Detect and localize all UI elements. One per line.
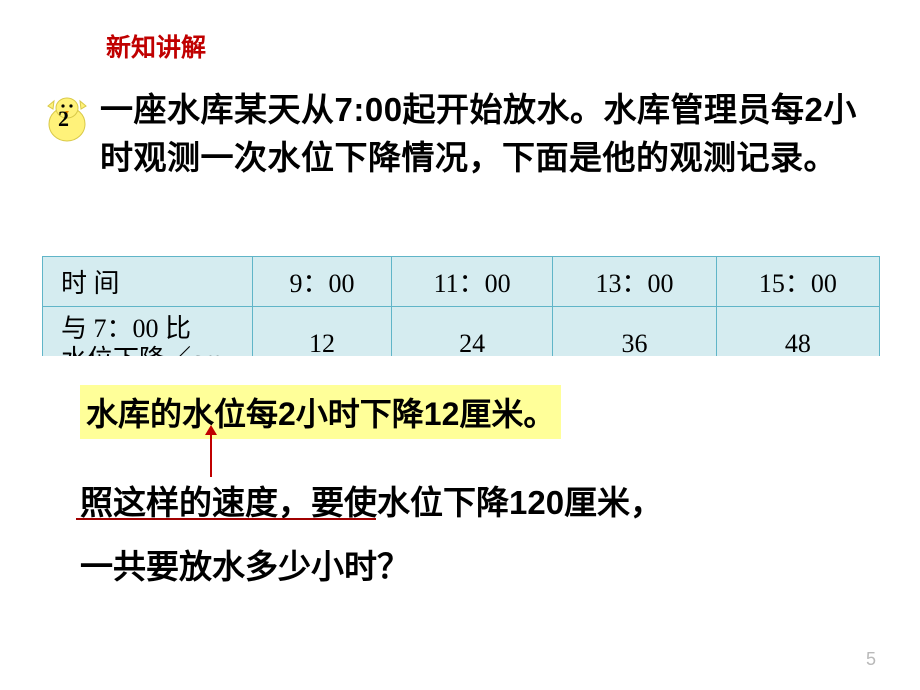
section-header: 新知讲解 — [106, 28, 206, 64]
value-cell: 36 — [553, 307, 716, 382]
time-cell: 13：00 — [553, 257, 716, 307]
time-cell: 15：00 — [716, 257, 879, 307]
arrow-icon — [210, 433, 212, 477]
question-line-1: 照这样的速度，要使水位下降120厘米， — [80, 476, 663, 524]
table-row: 时 间 9：00 11：00 13：00 15：00 — [43, 257, 880, 307]
table-row: 与 7：00 比 水位下降／cm 12 24 36 48 — [43, 307, 880, 382]
value-cell: 12 — [253, 307, 392, 382]
example-bullet: 2 — [42, 94, 92, 144]
example-number: 2 — [58, 106, 69, 132]
time-cell: 9：00 — [253, 257, 392, 307]
value-cell: 24 — [391, 307, 552, 382]
value-cell: 48 — [716, 307, 879, 382]
row-header-drop: 与 7：00 比 水位下降／cm — [43, 307, 253, 382]
section-header-text: 新知讲解 — [106, 28, 206, 64]
problem-statement: 一座水库某天从7:00起开始放水。水库管理员每2小时观测一次水位下降情况，下面是… — [100, 86, 890, 182]
question-line-2: 一共要放水多少小时？ — [80, 540, 410, 588]
underline-decoration — [76, 518, 376, 520]
page-number: 5 — [866, 649, 876, 670]
row-header-time: 时 间 — [43, 257, 253, 307]
time-cell: 11：00 — [391, 257, 552, 307]
highlight-fact: 水库的水位每2小时下降12厘米。 — [80, 385, 561, 439]
observation-table: 时 间 9：00 11：00 13：00 15：00 与 7：00 比 水位下降… — [42, 256, 880, 382]
